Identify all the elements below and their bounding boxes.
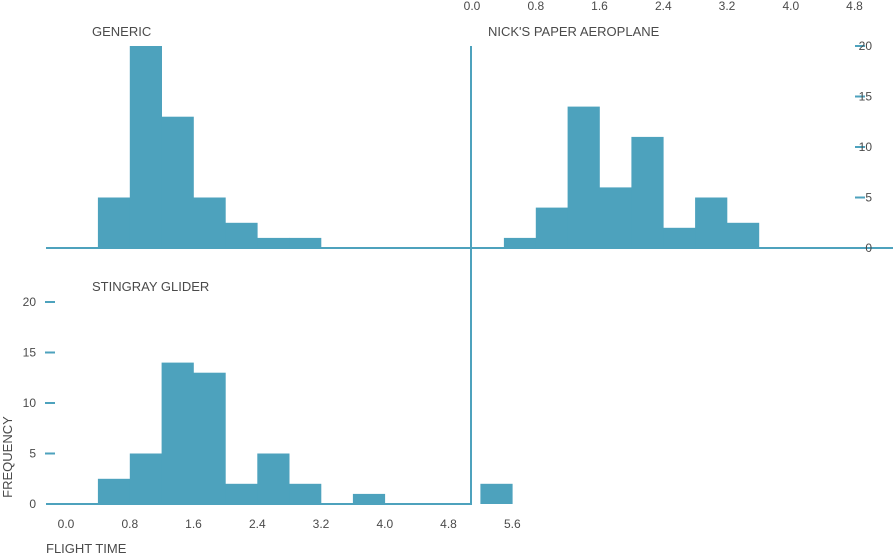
bar-stingray-5 (257, 453, 290, 504)
x-ticks-bottom: 0.0 0.8 1.6 2.4 3.2 4.0 4.8 5.6 (58, 517, 521, 531)
bar-generic-4 (193, 197, 226, 248)
bars-generic (97, 46, 322, 249)
panel-stingray-glider: STINGRAY GLIDER 0.0 0.8 1.6 2.4 3.2 4.0 4.8 5.6… (0, 279, 521, 555)
panel-title-nick: NICK'S PAPER AEROPLANE (488, 24, 660, 39)
x-tick-label-nick-3: 2.4 (655, 0, 672, 13)
x-tick-label-nick-2: 1.6 (591, 0, 608, 13)
x-axis-label: FLIGHT TIME (46, 541, 127, 555)
bar-generic-1 (97, 197, 131, 248)
bar-stingray-4 (225, 483, 258, 504)
y-ticks-right: 0 5 10 15 20 (855, 39, 872, 255)
panel-title-generic: GENERIC (92, 24, 151, 39)
bar-generic-6 (257, 237, 290, 248)
bar-generic-5 (225, 222, 258, 249)
bar-stingray-0 (97, 478, 131, 505)
x-tick-label-nick-1: 0.8 (527, 0, 544, 13)
bar-nick-0 (503, 237, 537, 248)
bars-nick (503, 106, 760, 249)
y-tick-label-nick-4: 20 (859, 39, 873, 53)
bar-nick-3 (599, 187, 632, 248)
bars-stingray (97, 362, 513, 505)
x-tick-label-stingray-6: 4.8 (440, 517, 457, 531)
y-tick-label-stingray-2: 10 (23, 396, 37, 410)
x-tick-label-stingray-1: 0.8 (121, 517, 138, 531)
bar-nick-1 (535, 207, 568, 248)
x-ticks-top: 0.00.81.62.43.24.04.85.6 (464, 0, 864, 13)
bar-nick-2 (567, 106, 600, 248)
y-tick-label-stingray-1: 5 (29, 447, 36, 461)
bar-generic-3 (161, 116, 194, 248)
bar-generic-7 (289, 237, 322, 248)
x-tick-label-stingray-0: 0.0 (58, 517, 75, 531)
y-tick-label-nick-2: 10 (859, 140, 873, 154)
x-tick-label-stingray-3: 2.4 (249, 517, 266, 531)
y-tick-label-stingray-0: 0 (29, 497, 36, 511)
bar-nick-6 (695, 197, 728, 248)
bar-stingray-6 (289, 483, 322, 504)
x-tick-label-nick-5: 4.0 (782, 0, 799, 13)
x-tick-label-stingray-7: 5.6 (504, 517, 521, 531)
panel-title-stingray: STINGRAY GLIDER (92, 279, 209, 294)
bar-nick-5 (663, 227, 696, 248)
bar-stingray-12 (480, 483, 513, 504)
bar-nick-7 (727, 222, 760, 249)
bar-nick-4 (631, 136, 664, 248)
y-tick-label-stingray-3: 15 (23, 346, 37, 360)
x-tick-label-nick-4: 3.2 (719, 0, 736, 13)
y-tick-label-nick-0: 0 (865, 241, 872, 255)
x-tick-label-stingray-2: 1.6 (185, 517, 202, 531)
y-tick-label-nick-1: 5 (865, 191, 872, 205)
y-tick-label-nick-3: 15 (859, 90, 873, 104)
y-ticks-left: 0 5 10 15 20 (23, 295, 55, 511)
bar-stingray-3 (193, 372, 226, 504)
y-tick-label-stingray-4: 20 (23, 295, 37, 309)
bar-stingray-8 (352, 493, 386, 504)
panel-nicks-paper-aeroplane: NICK'S PAPER AEROPLANE 0.0 0.8 1.6 2.4 3.2 4.… (464, 0, 893, 255)
x-tick-label-nick-0: 0.0 (464, 0, 481, 13)
bar-generic-2 (129, 46, 162, 248)
bar-stingray-2 (161, 362, 194, 504)
y-axis-label: FREQUENCY (0, 416, 15, 498)
x-tick-label-stingray-5: 4.0 (376, 517, 393, 531)
x-tick-label-stingray-4: 3.2 (313, 517, 330, 531)
x-tick-label-nick-6: 4.8 (846, 0, 863, 13)
panel-generic: GENERIC (46, 24, 893, 249)
bar-stingray-1 (129, 453, 162, 504)
